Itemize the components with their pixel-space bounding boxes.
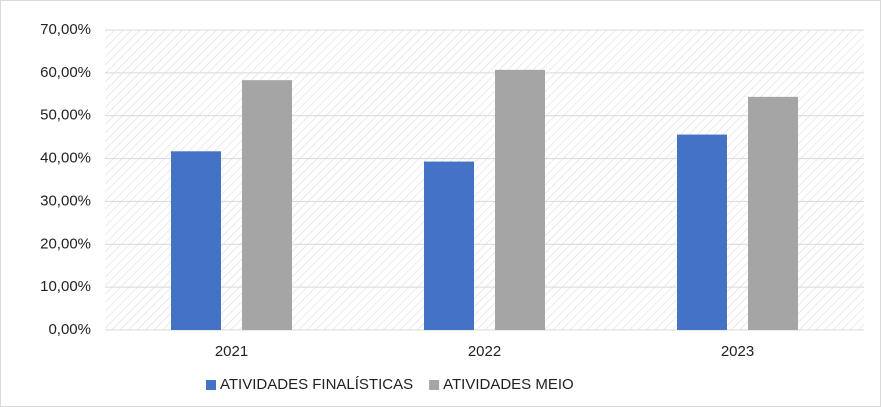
y-tick-label: 0,00% <box>48 321 91 338</box>
bar <box>242 80 292 331</box>
y-tick-label: 50,00% <box>40 107 91 124</box>
x-tick-label: 2021 <box>215 343 248 360</box>
bar <box>677 134 727 330</box>
y-tick-label: 10,00% <box>40 278 91 295</box>
legend-swatch <box>429 380 440 390</box>
legend-swatch <box>206 380 216 390</box>
bar <box>171 151 221 330</box>
y-tick-label: 40,00% <box>40 150 91 167</box>
y-tick-label: 30,00% <box>40 192 91 209</box>
x-tick-label: 2022 <box>468 343 501 360</box>
plot-area <box>105 30 864 330</box>
legend-label: ATIVIDADES FINALÍSTICAS <box>220 376 413 393</box>
bar <box>495 69 545 330</box>
bar <box>424 161 474 330</box>
x-tick-label: 2023 <box>721 343 754 360</box>
y-tick-label: 60,00% <box>40 64 91 81</box>
y-tick-label: 20,00% <box>40 235 91 252</box>
y-tick-label: 70,00% <box>40 21 91 38</box>
bar <box>748 96 798 330</box>
legend-label: ATIVIDADES MEIO <box>443 376 574 393</box>
